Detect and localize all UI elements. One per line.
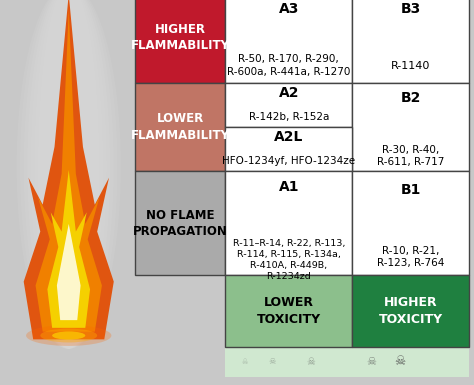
Text: LOWER
FLAMMABILITY: LOWER FLAMMABILITY bbox=[131, 112, 230, 142]
Text: R-1140: R-1140 bbox=[391, 60, 430, 70]
Ellipse shape bbox=[52, 331, 85, 340]
Text: B1: B1 bbox=[401, 182, 421, 196]
Text: ☠: ☠ bbox=[269, 357, 276, 367]
Bar bbox=[352, 275, 469, 346]
Bar bbox=[135, 83, 225, 171]
Text: B3: B3 bbox=[401, 2, 421, 17]
Bar bbox=[225, 83, 352, 127]
Text: ☠: ☠ bbox=[241, 359, 247, 365]
Text: HFO-1234yf, HFO-1234ze: HFO-1234yf, HFO-1234ze bbox=[222, 156, 356, 166]
Text: NO FLAME
PROPAGATION: NO FLAME PROPAGATION bbox=[133, 209, 228, 238]
Text: A1: A1 bbox=[279, 180, 299, 194]
Text: A3: A3 bbox=[279, 2, 299, 17]
Bar bbox=[352, 83, 469, 171]
Text: ☠: ☠ bbox=[306, 357, 315, 367]
Ellipse shape bbox=[26, 325, 111, 346]
Bar bbox=[225, 346, 469, 377]
Text: B2: B2 bbox=[401, 91, 421, 105]
Bar bbox=[225, 127, 352, 171]
Text: R-11–R-14, R-22, R-113,
R-114, R-115, R-134a,
R-410A, R-449B,
R-1234zd: R-11–R-14, R-22, R-113, R-114, R-115, R-… bbox=[233, 239, 345, 281]
Text: HIGHER
FLAMMABILITY: HIGHER FLAMMABILITY bbox=[131, 23, 230, 52]
Text: A2L: A2L bbox=[274, 130, 303, 144]
Text: ☠: ☠ bbox=[394, 355, 405, 368]
Text: HIGHER
TOXICITY: HIGHER TOXICITY bbox=[379, 296, 443, 326]
Polygon shape bbox=[47, 170, 90, 328]
Text: R-142b, R-152a: R-142b, R-152a bbox=[249, 112, 329, 122]
Text: R-30, R-40,
R-611, R-717: R-30, R-40, R-611, R-717 bbox=[377, 145, 445, 167]
Bar bbox=[135, 171, 225, 275]
Bar bbox=[225, 0, 352, 83]
Polygon shape bbox=[24, 0, 114, 340]
Text: R-50, R-170, R-290,
R-600a, R-441a, R-1270: R-50, R-170, R-290, R-600a, R-441a, R-12… bbox=[227, 54, 350, 77]
Bar bbox=[352, 171, 469, 275]
Bar bbox=[352, 0, 469, 83]
Polygon shape bbox=[36, 10, 102, 332]
Text: LOWER
TOXICITY: LOWER TOXICITY bbox=[257, 296, 321, 326]
Text: R-10, R-21,
R-123, R-764: R-10, R-21, R-123, R-764 bbox=[377, 246, 445, 268]
Ellipse shape bbox=[17, 0, 121, 349]
Bar bbox=[225, 275, 352, 346]
Ellipse shape bbox=[40, 329, 97, 343]
Bar bbox=[135, 0, 225, 83]
Text: ☠: ☠ bbox=[366, 357, 376, 367]
Ellipse shape bbox=[20, 0, 117, 349]
Polygon shape bbox=[57, 224, 81, 320]
Bar bbox=[225, 171, 352, 275]
Text: A2: A2 bbox=[279, 86, 299, 100]
